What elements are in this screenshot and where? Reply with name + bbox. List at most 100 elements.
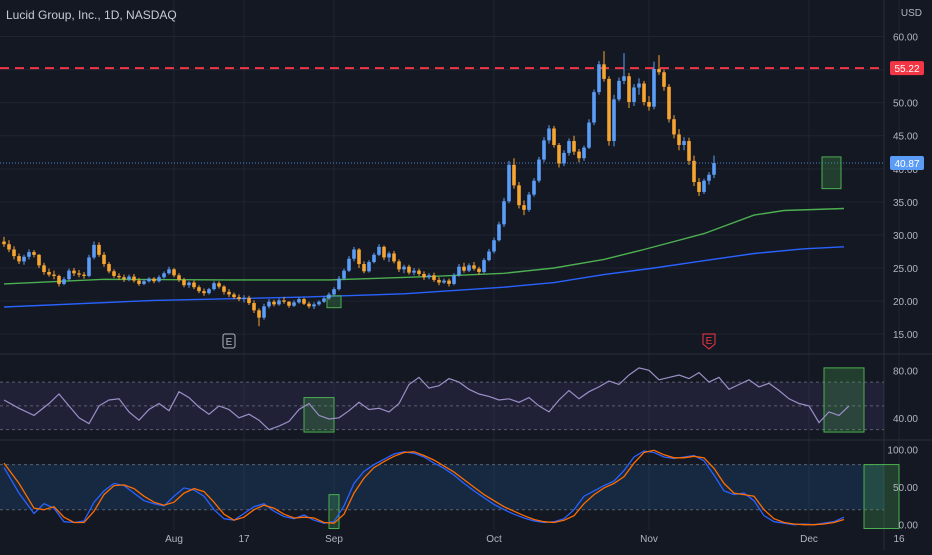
candle	[282, 297, 286, 304]
candle	[297, 297, 301, 304]
candle-body	[57, 275, 61, 284]
candle	[252, 300, 256, 313]
candle	[222, 285, 226, 295]
candle-body	[597, 64, 601, 93]
candle	[267, 299, 271, 309]
candle-body	[292, 302, 296, 306]
candle-body	[172, 269, 176, 276]
candle	[182, 277, 186, 288]
candle	[197, 285, 201, 294]
candle-body	[447, 280, 451, 284]
candle	[547, 125, 551, 144]
candle	[97, 242, 101, 257]
candle	[167, 266, 171, 275]
currency-label[interactable]: USD	[900, 8, 922, 19]
candle	[467, 263, 471, 272]
rsi-line	[3, 367, 850, 431]
candle-body	[667, 86, 671, 120]
candle-body	[537, 159, 541, 181]
candle-body	[652, 68, 656, 107]
candle-body	[432, 275, 436, 280]
candle	[497, 221, 501, 242]
candle	[567, 138, 571, 156]
candle	[37, 254, 41, 269]
candle	[482, 258, 486, 274]
price-tick-label: 40.00	[893, 165, 918, 176]
candle	[552, 125, 556, 148]
candle-body	[417, 270, 421, 274]
candle	[562, 150, 566, 167]
candle	[227, 289, 231, 298]
candle-body	[197, 287, 201, 292]
stoch-band	[0, 464, 884, 510]
candle-body	[502, 201, 506, 225]
candle	[642, 80, 646, 106]
candle	[312, 302, 316, 310]
candle	[257, 308, 261, 327]
candle-body	[627, 76, 631, 103]
candle	[472, 262, 476, 271]
candle-body	[117, 275, 121, 278]
candle	[532, 178, 536, 197]
candle	[317, 300, 321, 306]
candle-body	[647, 102, 651, 107]
resistance-price-label: 55.22	[894, 64, 919, 75]
candle	[397, 259, 401, 272]
candle-body	[2, 241, 6, 245]
candle	[462, 262, 466, 273]
candle-body	[472, 265, 476, 269]
candle-body	[702, 180, 706, 192]
candle	[27, 249, 31, 260]
candle	[377, 244, 381, 257]
candle-body	[467, 265, 471, 271]
candle	[432, 272, 436, 282]
candle-body	[32, 252, 36, 255]
candle	[7, 240, 11, 253]
candle-body	[217, 283, 221, 287]
candle-body	[507, 164, 511, 202]
candle	[347, 256, 351, 272]
rsi-panel[interactable]	[0, 367, 884, 433]
candle	[92, 241, 96, 260]
candle	[572, 135, 576, 155]
candle-body	[427, 275, 431, 278]
candle-body	[47, 271, 51, 275]
candle-body	[567, 141, 571, 153]
candle	[452, 273, 456, 286]
candle	[362, 261, 366, 274]
candle-body	[552, 128, 556, 146]
candle-body	[477, 268, 481, 272]
candle-body	[457, 266, 461, 276]
candle	[407, 264, 411, 275]
candle	[702, 178, 706, 194]
candle	[637, 78, 641, 95]
candle	[87, 254, 91, 278]
candle-body	[277, 300, 281, 305]
candle-body	[17, 256, 21, 262]
rsi-tick-label: 80.00	[893, 366, 918, 377]
candle-body	[87, 257, 91, 276]
candle	[617, 77, 621, 102]
candle-body	[257, 310, 261, 318]
price-tick-label: 25.00	[893, 264, 918, 275]
resistance-price-tag	[890, 61, 924, 76]
candle	[602, 51, 606, 82]
candle	[152, 277, 156, 284]
candle	[292, 300, 296, 308]
candle-body	[322, 298, 326, 302]
last-price-label: 40.87	[894, 159, 919, 170]
rsi-tick-label: 40.00	[893, 414, 918, 425]
candle	[57, 274, 61, 287]
price-tick-label: 20.00	[893, 297, 918, 308]
candle	[537, 156, 541, 183]
candle	[102, 252, 106, 267]
candle	[272, 299, 276, 307]
stoch-panel[interactable]	[0, 449, 900, 529]
candle	[277, 298, 281, 306]
candle-body	[382, 246, 386, 258]
earnings-marker-label: E	[706, 336, 713, 347]
candle-body	[287, 301, 291, 306]
